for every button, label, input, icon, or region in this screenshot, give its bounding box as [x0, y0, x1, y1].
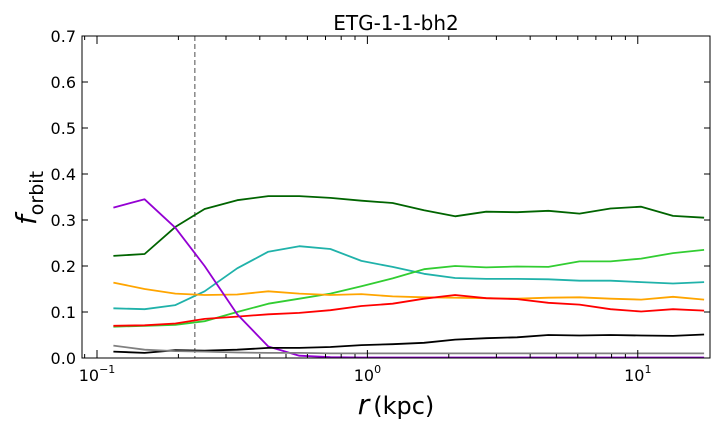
- y-tick-label: 0.0: [51, 349, 76, 368]
- x-axis-unit: (kpc): [373, 392, 434, 420]
- series-line-6: [113, 198, 705, 359]
- series-line-8: [113, 344, 705, 355]
- y-axis-subscript: orbit: [26, 171, 48, 215]
- x-axis-variable: r: [358, 388, 371, 421]
- y-tick-label: 0.6: [51, 73, 76, 92]
- x-tick-exponent: 1: [644, 363, 651, 376]
- x-tick-label: 100: [354, 363, 381, 385]
- series-line-2: [113, 245, 705, 311]
- x-axis-label: r (kpc): [358, 388, 435, 421]
- y-axis-label: forbit: [10, 171, 48, 225]
- x-tick-base: 10: [624, 366, 644, 385]
- x-tick-exponent: −1: [99, 363, 115, 376]
- x-tick-base: 10: [354, 366, 374, 385]
- x-tick-base: 10: [79, 366, 99, 385]
- plot-area: [113, 36, 705, 359]
- y-axis: 0.0 0.1 0.2 0.3 0.4 0.5 0.6 0.7: [51, 27, 710, 368]
- series-line-1: [113, 195, 705, 257]
- y-tick-label: 0.3: [51, 211, 76, 230]
- y-tick-label: 0.5: [51, 119, 76, 138]
- series-line-5: [113, 294, 705, 327]
- y-tick-label: 0.1: [51, 303, 76, 322]
- x-tick-label: 10−1: [79, 363, 116, 385]
- x-tick-label: 101: [624, 363, 651, 385]
- series-line-7: [113, 333, 705, 354]
- series-line-3: [113, 249, 705, 328]
- x-tick-exponent: 0: [374, 363, 381, 376]
- series-line-4: [113, 281, 705, 301]
- chart-title: ETG-1-1-bh2: [333, 11, 459, 35]
- y-tick-label: 0.2: [51, 257, 76, 276]
- y-tick-label: 0.7: [51, 27, 76, 46]
- x-axis: 10−1 100 101: [79, 36, 651, 385]
- plot-frame: [81, 35, 711, 359]
- y-tick-label: 0.4: [51, 165, 76, 184]
